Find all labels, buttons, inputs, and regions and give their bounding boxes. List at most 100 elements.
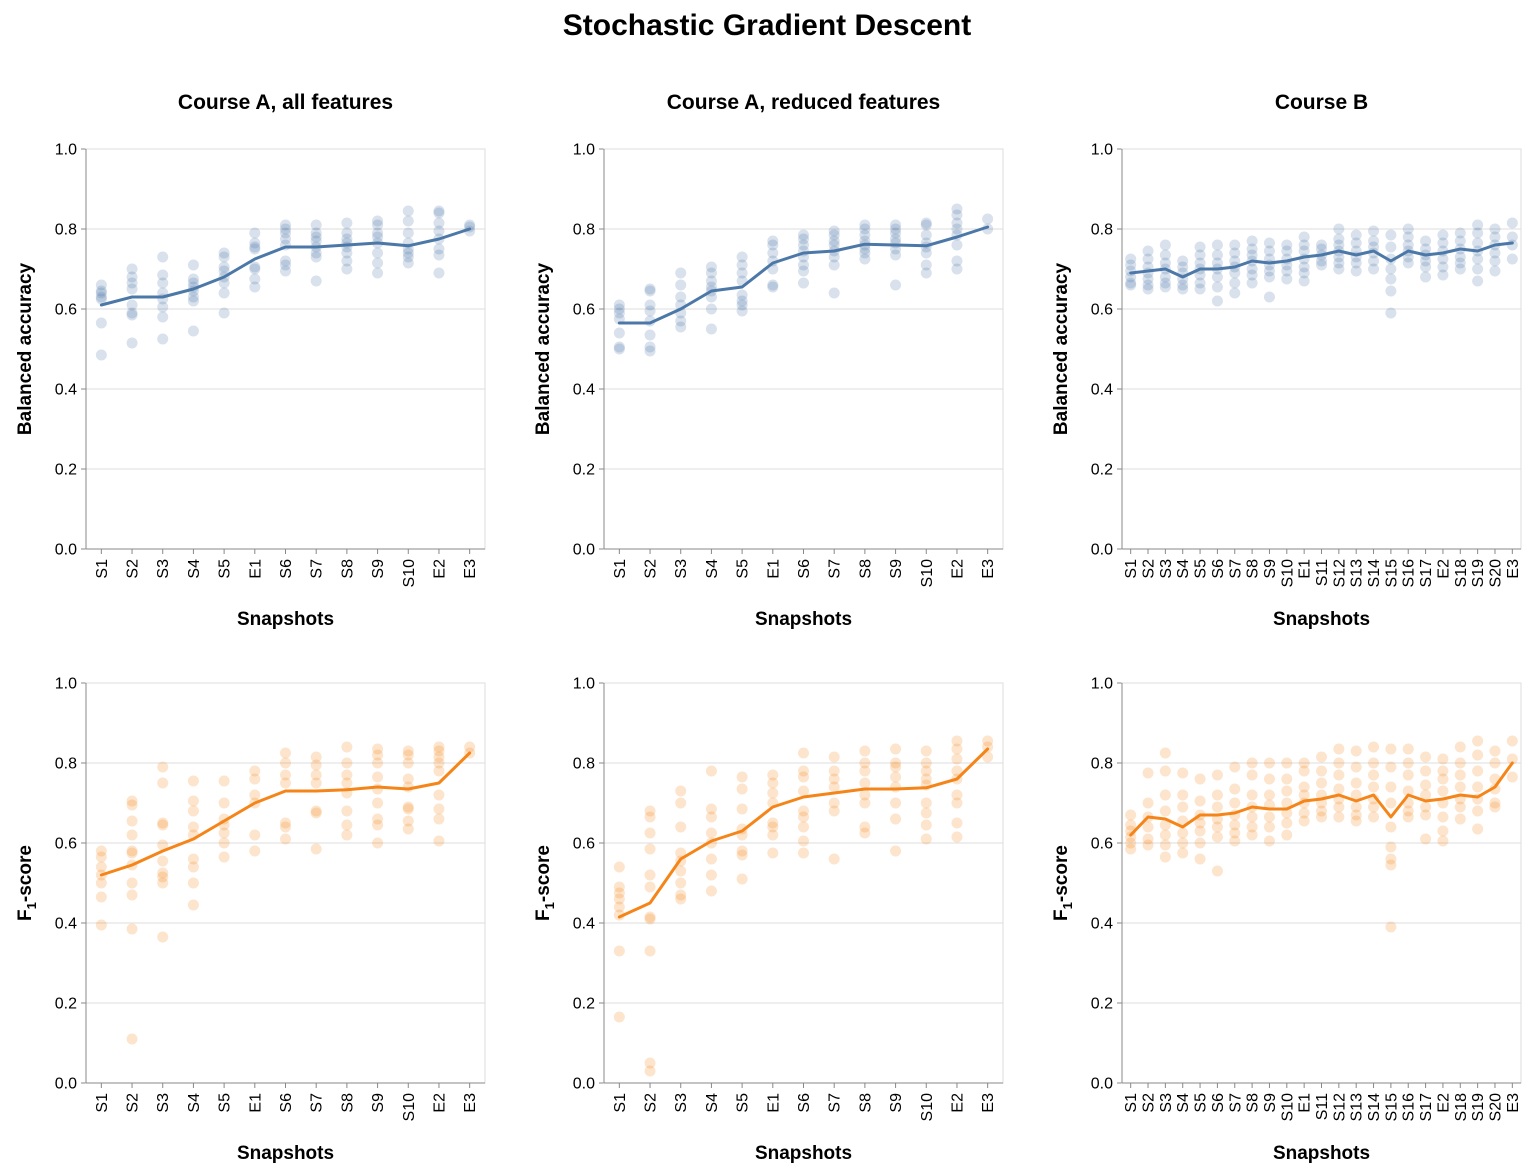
scatter-point	[828, 765, 840, 777]
scatter-point	[187, 805, 199, 817]
scatter-point	[1385, 853, 1397, 865]
scatter-point	[1298, 815, 1310, 827]
scatter-point	[1402, 785, 1414, 797]
x-tick-label: S19	[1470, 559, 1487, 588]
scatter-point	[310, 805, 322, 817]
scatter-point	[828, 287, 840, 299]
scatter-point	[1263, 245, 1275, 257]
scatter-point	[433, 789, 445, 801]
scatter-point	[644, 843, 656, 855]
scatter-point	[187, 325, 199, 337]
y-tick-label: 0.4	[55, 916, 77, 933]
y-tick-label: 0.8	[573, 756, 595, 773]
x-tick-label: S15	[1383, 559, 1400, 588]
scatter-point	[280, 757, 291, 769]
scatter-point	[310, 251, 322, 263]
scatter-point	[249, 241, 261, 253]
y-axis-title-main: F	[15, 909, 36, 921]
scatter-point	[767, 829, 779, 841]
scatter-point	[1142, 273, 1154, 285]
scatter-point	[433, 249, 445, 261]
scatter-point	[644, 1057, 656, 1069]
scatter-point	[1385, 229, 1397, 241]
scatter-point	[310, 759, 322, 771]
scatter-point	[1263, 265, 1275, 277]
scatter-point	[341, 741, 353, 753]
x-tick-label: S2	[1141, 1093, 1158, 1113]
scatter-point	[1350, 789, 1362, 801]
scatter-point	[249, 273, 261, 285]
scatter-point	[372, 797, 384, 809]
scatter-point	[433, 243, 445, 255]
scatter-point	[767, 817, 779, 829]
scatter-point	[1350, 801, 1362, 813]
scatter-point	[951, 765, 963, 777]
scatter-point	[644, 911, 656, 923]
scatter-point	[1142, 833, 1154, 845]
scatter-point	[1316, 751, 1327, 763]
scatter-point	[157, 251, 169, 263]
scatter-point	[1281, 773, 1293, 785]
scatter-point	[157, 311, 169, 323]
x-tick-label: S7	[1227, 1093, 1244, 1113]
scatter-point	[1506, 771, 1518, 783]
scatter-point	[310, 235, 322, 247]
main-title: Stochastic Gradient Descent	[563, 9, 971, 42]
scatter-point	[280, 821, 291, 833]
scatter-point	[828, 225, 840, 237]
scatter-point	[1333, 757, 1345, 769]
y-tick-label: 0.0	[573, 1076, 595, 1093]
scatter-point	[372, 743, 384, 755]
scatter-point	[644, 881, 656, 893]
scatter-point	[341, 255, 353, 267]
scatter-point	[1333, 263, 1345, 275]
scatter-point	[1402, 811, 1414, 823]
scatter-point	[1489, 255, 1501, 267]
scatter-point	[1437, 237, 1449, 249]
scatter-point	[1489, 247, 1501, 259]
scatter-point	[1333, 769, 1345, 781]
scatter-point	[1368, 811, 1380, 823]
scatter-point	[920, 247, 932, 259]
scatter-point	[1368, 741, 1380, 753]
x-tick-label: S2	[125, 1093, 142, 1113]
x-tick-label: S5	[1193, 559, 1210, 579]
scatter-point	[1159, 789, 1171, 801]
scatter-point	[249, 237, 261, 249]
y-tick-label: 0.6	[1091, 302, 1113, 319]
scatter-point	[1472, 263, 1484, 275]
scatter-point	[1489, 745, 1501, 757]
x-tick-label: S11	[1314, 559, 1331, 586]
scatter-point	[798, 821, 809, 833]
scatter-point	[1402, 231, 1414, 243]
scatter-point	[1125, 259, 1137, 271]
scatter-point	[982, 735, 994, 747]
x-tick-label: S8	[339, 1093, 356, 1113]
scatter-point	[675, 893, 687, 905]
x-tick-label: S3	[1158, 1093, 1175, 1113]
scatter-point	[1281, 785, 1293, 797]
scatter-point	[1298, 765, 1310, 777]
scatter-point	[890, 223, 902, 235]
scatter-point	[1177, 789, 1189, 801]
scatter-point	[1281, 817, 1293, 829]
scatter-point	[890, 279, 902, 291]
y-tick-label: 0.4	[1091, 916, 1113, 933]
scatter-point	[157, 277, 169, 289]
y-tick-label: 0.2	[573, 462, 595, 479]
scatter-point	[341, 819, 353, 831]
mean-line	[1129, 761, 1514, 837]
chart-panel-4: 0.0 0.2 0.4 0.6 0.8 1.0 S1 S2 S3 S4 S5 E1 S6 S7 S8 S9 S1…	[15, 676, 486, 1164]
scatter-point	[705, 811, 717, 823]
scatter-point	[1211, 821, 1223, 833]
y-axis-title-suffix: -score	[15, 845, 36, 902]
scatter-point	[1229, 239, 1241, 251]
scatter-point	[402, 823, 414, 835]
scatter-point	[767, 777, 779, 789]
scatter-point	[1437, 269, 1449, 281]
scatter-point	[372, 783, 384, 795]
x-tick-label: S9	[888, 559, 905, 579]
scatter-point	[126, 795, 138, 807]
scatter-point	[433, 835, 445, 847]
scatter-point	[1142, 839, 1154, 851]
